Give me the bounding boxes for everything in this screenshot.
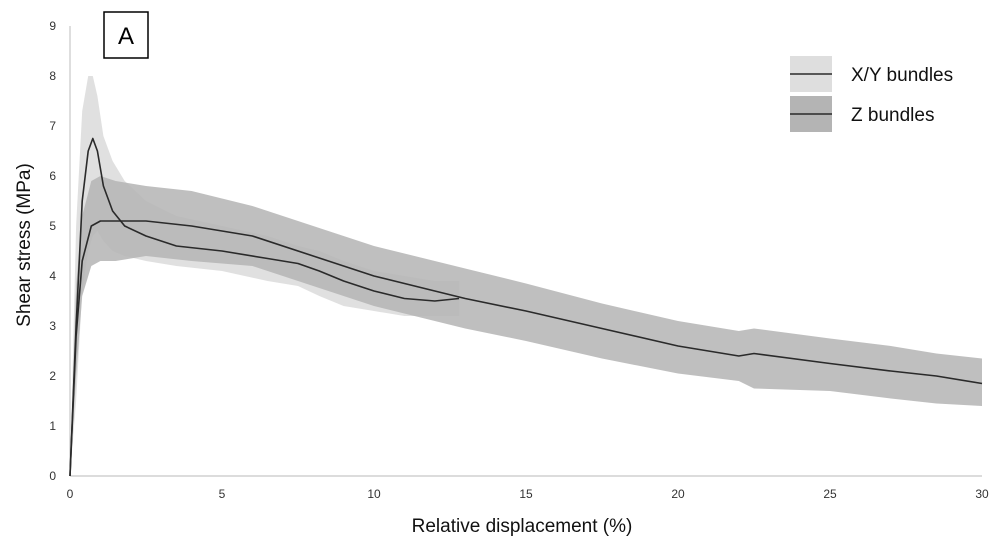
series-lines xyxy=(69,137,983,477)
legend-label-z: Z bundles xyxy=(851,105,934,126)
legend: X/Y bundles Z bundles xyxy=(790,56,953,132)
y-tick-label: 5 xyxy=(49,219,56,233)
x-tick-label: 20 xyxy=(671,487,685,501)
x-tick-label: 15 xyxy=(519,487,533,501)
y-axis-label: Shear stress (MPa) xyxy=(14,163,35,327)
panel-label-text: A xyxy=(118,23,134,50)
y-tick-label: 3 xyxy=(49,319,56,333)
x-tick-label: 25 xyxy=(823,487,837,501)
panel-label: A xyxy=(103,11,149,59)
confidence-bands xyxy=(70,76,982,476)
y-tick-label: 8 xyxy=(49,69,56,83)
x-tick-label: 5 xyxy=(219,487,226,501)
line-series-1 xyxy=(69,137,460,477)
band-series-2 xyxy=(70,176,982,476)
band-series-1 xyxy=(70,76,460,476)
legend-label-xy: X/Y bundles xyxy=(851,65,953,86)
x-tick-label: 0 xyxy=(67,487,74,501)
x-tick-label: 10 xyxy=(367,487,381,501)
x-axis-label: Relative displacement (%) xyxy=(412,516,633,537)
y-tick-label: 4 xyxy=(49,269,56,283)
y-tick-label: 6 xyxy=(49,169,56,183)
y-tick-label: 9 xyxy=(49,19,56,33)
axes xyxy=(69,26,982,477)
y-tick-label: 1 xyxy=(49,419,56,433)
line-series-2 xyxy=(69,220,983,477)
y-tick-label: 0 xyxy=(49,469,56,483)
panel-label-box xyxy=(103,11,149,59)
y-tick-label: 2 xyxy=(49,369,56,383)
y-tick-label: 7 xyxy=(49,119,56,133)
x-tick-label: 30 xyxy=(975,487,989,501)
tick-labels: 0 5 10 15 20 25 30 0 1 2 3 4 5 6 7 8 9 xyxy=(49,19,989,501)
